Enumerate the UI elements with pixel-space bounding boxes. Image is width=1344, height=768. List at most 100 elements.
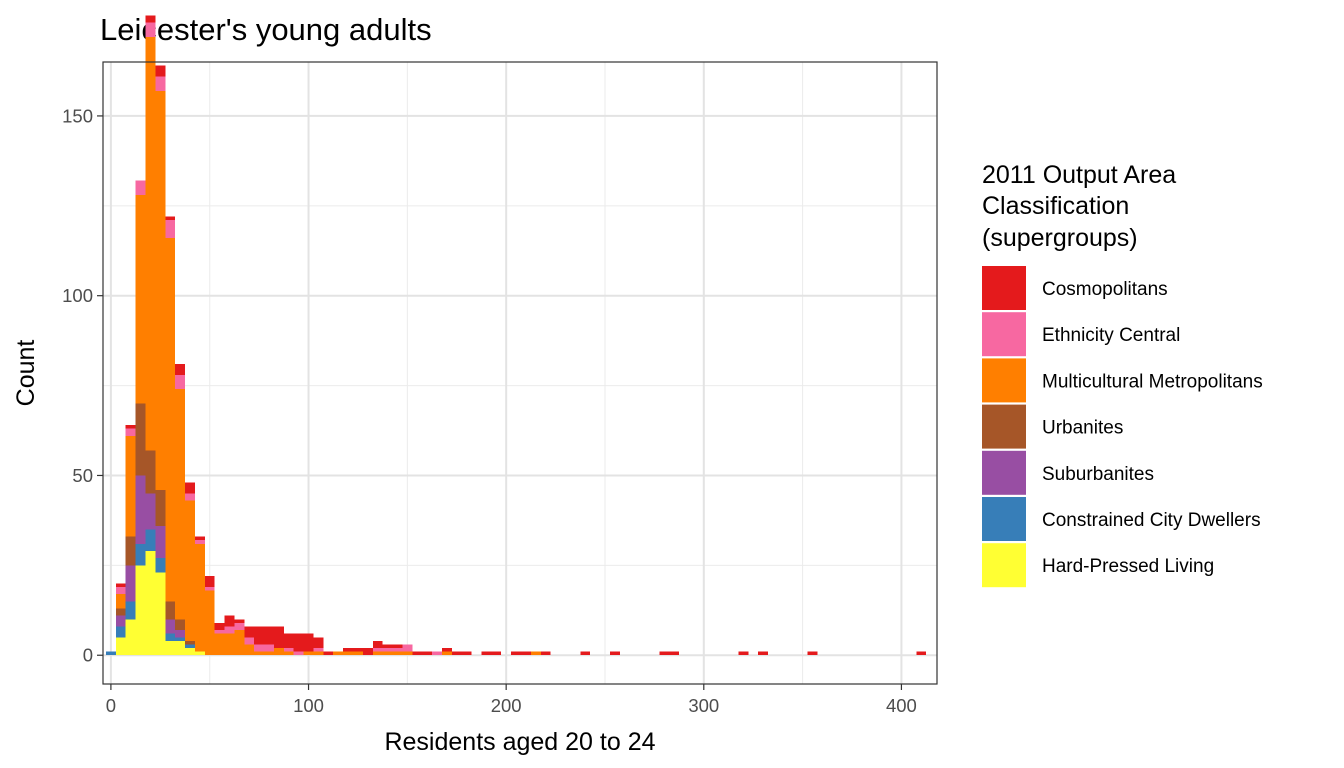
bar-segment xyxy=(283,651,294,656)
bar-segment xyxy=(916,651,927,656)
bar-segment xyxy=(441,648,452,652)
bar-segment xyxy=(185,644,195,649)
y-axis-title: Count xyxy=(12,340,40,407)
legend-title-line-2: Classification xyxy=(982,192,1129,220)
bar-segment xyxy=(175,364,186,375)
legend-label: Constrained City Dwellers xyxy=(1042,510,1261,531)
bar-segment xyxy=(372,651,383,656)
bar-segment xyxy=(669,651,680,656)
bar-segment xyxy=(165,238,176,602)
bar-segment xyxy=(194,540,205,544)
bar-segment xyxy=(115,608,126,616)
bar-segment xyxy=(244,626,255,638)
legend-swatch xyxy=(982,404,1026,449)
bar-segment xyxy=(135,475,146,544)
bar-segment xyxy=(194,651,205,656)
bar-segment xyxy=(323,651,334,656)
bar-segment xyxy=(313,651,324,656)
bar-segment xyxy=(234,622,245,631)
bar-segment xyxy=(254,626,265,645)
bar-segment xyxy=(145,529,156,551)
legend-title-line-3: (supergroups) xyxy=(982,224,1138,252)
bar-segment xyxy=(115,615,126,627)
bar-segment xyxy=(758,651,769,656)
bar-segment xyxy=(175,637,186,641)
major-gridlines xyxy=(103,62,937,684)
bar-segment xyxy=(165,216,176,221)
bar-segment xyxy=(155,525,166,559)
bar-segment xyxy=(125,435,136,537)
bar-segment xyxy=(185,482,195,494)
bar-segment xyxy=(461,651,472,656)
bar-segment xyxy=(194,543,205,652)
bar-segment xyxy=(313,637,324,649)
histogram-bars xyxy=(105,15,927,656)
bar-segment xyxy=(659,651,670,656)
bar-segment xyxy=(362,648,373,656)
bar-segment xyxy=(155,572,166,656)
bar-segment xyxy=(273,626,284,649)
bar-segment xyxy=(175,389,186,620)
bar-segment xyxy=(125,428,136,436)
bar-segment xyxy=(185,648,195,656)
legend-label: Urbanites xyxy=(1042,418,1123,439)
bar-segment xyxy=(520,651,531,656)
bar-segment xyxy=(145,550,156,656)
legend-swatch xyxy=(982,543,1026,588)
bar-segment xyxy=(738,651,749,656)
legend-title-line-1: 2011 Output Area xyxy=(982,161,1176,189)
y-tick-label: 150 xyxy=(62,105,93,126)
bar-segment xyxy=(303,633,314,652)
bar-segment xyxy=(125,619,136,656)
bar-segment xyxy=(402,644,413,652)
bar-segment xyxy=(353,648,363,652)
bar-segment xyxy=(175,630,186,638)
bar-segment xyxy=(214,630,225,634)
bar-segment xyxy=(155,558,166,573)
bar-segment xyxy=(204,590,215,656)
bar-segment xyxy=(155,90,166,490)
bar-segment xyxy=(204,586,215,591)
bar-segment xyxy=(155,489,166,526)
bar-segment xyxy=(254,644,265,652)
bar-segment xyxy=(145,36,156,451)
x-tick-label: 0 xyxy=(106,695,116,716)
bar-segment xyxy=(530,651,541,656)
bar-segment xyxy=(264,651,274,656)
bar-segment xyxy=(135,543,146,566)
bar-segment xyxy=(175,640,186,656)
x-tick-label: 400 xyxy=(886,695,917,716)
bar-segment xyxy=(234,630,245,656)
bar-segment xyxy=(115,637,126,656)
bar-segment xyxy=(283,648,294,652)
x-tick-label: 200 xyxy=(491,695,522,716)
legend-swatch xyxy=(982,450,1026,495)
bar-segment xyxy=(115,594,126,609)
bar-segment xyxy=(451,651,462,656)
legend-swatch xyxy=(982,358,1026,403)
bar-segment xyxy=(333,651,344,656)
bar-segment xyxy=(214,622,225,631)
bar-segment xyxy=(185,500,195,641)
bar-segment xyxy=(422,651,433,656)
bar-segment xyxy=(372,648,383,652)
bar-segment xyxy=(402,651,413,656)
bar-segment xyxy=(491,651,502,656)
bar-segment xyxy=(234,619,245,623)
bar-segment xyxy=(441,651,452,656)
bar-segment xyxy=(412,651,423,656)
legend-swatch xyxy=(982,497,1026,541)
bar-segment xyxy=(353,651,363,656)
legend-label: Ethnicity Central xyxy=(1042,325,1180,346)
x-axis-title: Residents aged 20 to 24 xyxy=(384,728,655,756)
y-tick-label: 100 xyxy=(62,285,93,306)
bar-segment xyxy=(145,493,156,530)
bar-segment xyxy=(382,648,393,652)
bar-segment xyxy=(165,601,176,620)
bar-segment xyxy=(145,450,156,494)
bar-segment xyxy=(273,648,284,656)
bar-segment xyxy=(343,648,353,652)
bar-segment xyxy=(254,651,265,656)
bar-segment xyxy=(135,195,146,404)
